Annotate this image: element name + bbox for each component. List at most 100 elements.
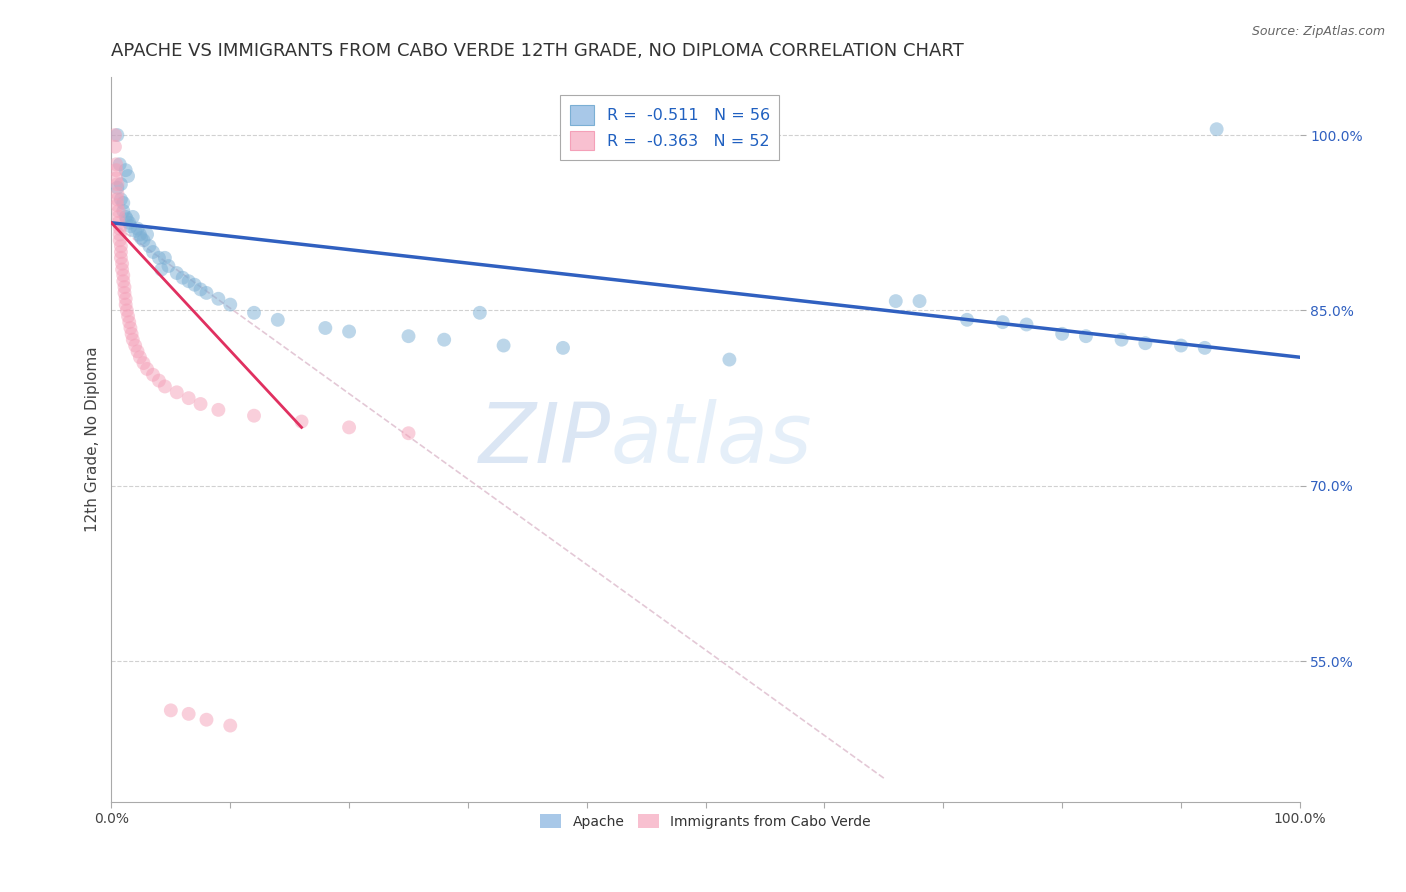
Y-axis label: 12th Grade, No Diploma: 12th Grade, No Diploma	[86, 346, 100, 532]
Point	[114, 210, 136, 224]
Point	[148, 374, 170, 388]
Point	[105, 128, 128, 142]
Point	[115, 303, 138, 318]
Point	[1074, 329, 1097, 343]
Point	[956, 313, 979, 327]
Point	[136, 362, 159, 376]
Point	[124, 224, 146, 238]
Point	[157, 259, 180, 273]
Point	[129, 350, 152, 364]
Point	[398, 426, 420, 441]
Point	[884, 294, 907, 309]
Point	[136, 227, 159, 242]
Point	[398, 329, 420, 343]
Point	[1205, 122, 1227, 136]
Point	[1050, 326, 1073, 341]
Point	[105, 157, 128, 171]
Point	[124, 338, 146, 352]
Point	[112, 204, 135, 219]
Text: APACHE VS IMMIGRANTS FROM CABO VERDE 12TH GRADE, NO DIPLOMA CORRELATION CHART: APACHE VS IMMIGRANTS FROM CABO VERDE 12T…	[111, 42, 965, 60]
Point	[1111, 333, 1133, 347]
Point	[337, 325, 360, 339]
Point	[1135, 336, 1157, 351]
Point	[120, 219, 142, 234]
Point	[219, 297, 242, 311]
Point	[991, 315, 1014, 329]
Point	[433, 333, 456, 347]
Point	[110, 239, 132, 253]
Point	[153, 379, 176, 393]
Point	[105, 163, 128, 178]
Point	[267, 313, 290, 327]
Point	[110, 193, 132, 207]
Point	[908, 294, 931, 309]
Point	[129, 231, 152, 245]
Point	[105, 193, 128, 207]
Point	[195, 285, 218, 300]
Point	[105, 177, 128, 191]
Point	[117, 310, 139, 324]
Point	[112, 274, 135, 288]
Point	[114, 285, 136, 300]
Point	[337, 420, 360, 434]
Point	[121, 210, 143, 224]
Point	[492, 338, 515, 352]
Point	[148, 251, 170, 265]
Point	[105, 180, 128, 194]
Point	[172, 270, 194, 285]
Point	[190, 397, 212, 411]
Point	[138, 239, 160, 253]
Point	[243, 409, 266, 423]
Point	[177, 391, 200, 405]
Point	[114, 297, 136, 311]
Point	[314, 321, 336, 335]
Point	[110, 177, 132, 191]
Point	[107, 210, 129, 224]
Point	[108, 221, 131, 235]
Point	[1015, 318, 1038, 332]
Point	[105, 198, 128, 212]
Point	[1194, 341, 1216, 355]
Point	[183, 277, 205, 292]
Point	[160, 703, 183, 717]
Legend: Apache, Immigrants from Cabo Verde: Apache, Immigrants from Cabo Verde	[534, 808, 876, 835]
Point	[177, 274, 200, 288]
Point	[166, 385, 188, 400]
Point	[111, 257, 134, 271]
Point	[104, 128, 127, 142]
Point	[111, 262, 134, 277]
Point	[114, 292, 136, 306]
Point	[195, 713, 218, 727]
Point	[110, 251, 132, 265]
Point	[127, 344, 149, 359]
Point	[105, 171, 128, 186]
Text: atlas: atlas	[610, 399, 813, 480]
Point	[207, 292, 229, 306]
Point	[127, 221, 149, 235]
Point	[121, 333, 143, 347]
Point	[118, 315, 141, 329]
Point	[108, 227, 131, 242]
Point	[112, 268, 135, 283]
Point	[290, 415, 312, 429]
Point	[107, 216, 129, 230]
Point	[718, 352, 741, 367]
Point	[117, 169, 139, 183]
Point	[105, 186, 128, 201]
Point	[129, 227, 152, 242]
Point	[142, 368, 165, 382]
Text: ZIP: ZIP	[478, 399, 610, 480]
Point	[153, 251, 176, 265]
Point	[207, 402, 229, 417]
Point	[1170, 338, 1192, 352]
Point	[132, 356, 155, 370]
Point	[110, 245, 132, 260]
Point	[150, 262, 173, 277]
Point	[468, 306, 491, 320]
Point	[108, 157, 131, 171]
Point	[112, 195, 135, 210]
Point	[114, 163, 136, 178]
Point	[166, 266, 188, 280]
Point	[177, 706, 200, 721]
Point	[132, 233, 155, 247]
